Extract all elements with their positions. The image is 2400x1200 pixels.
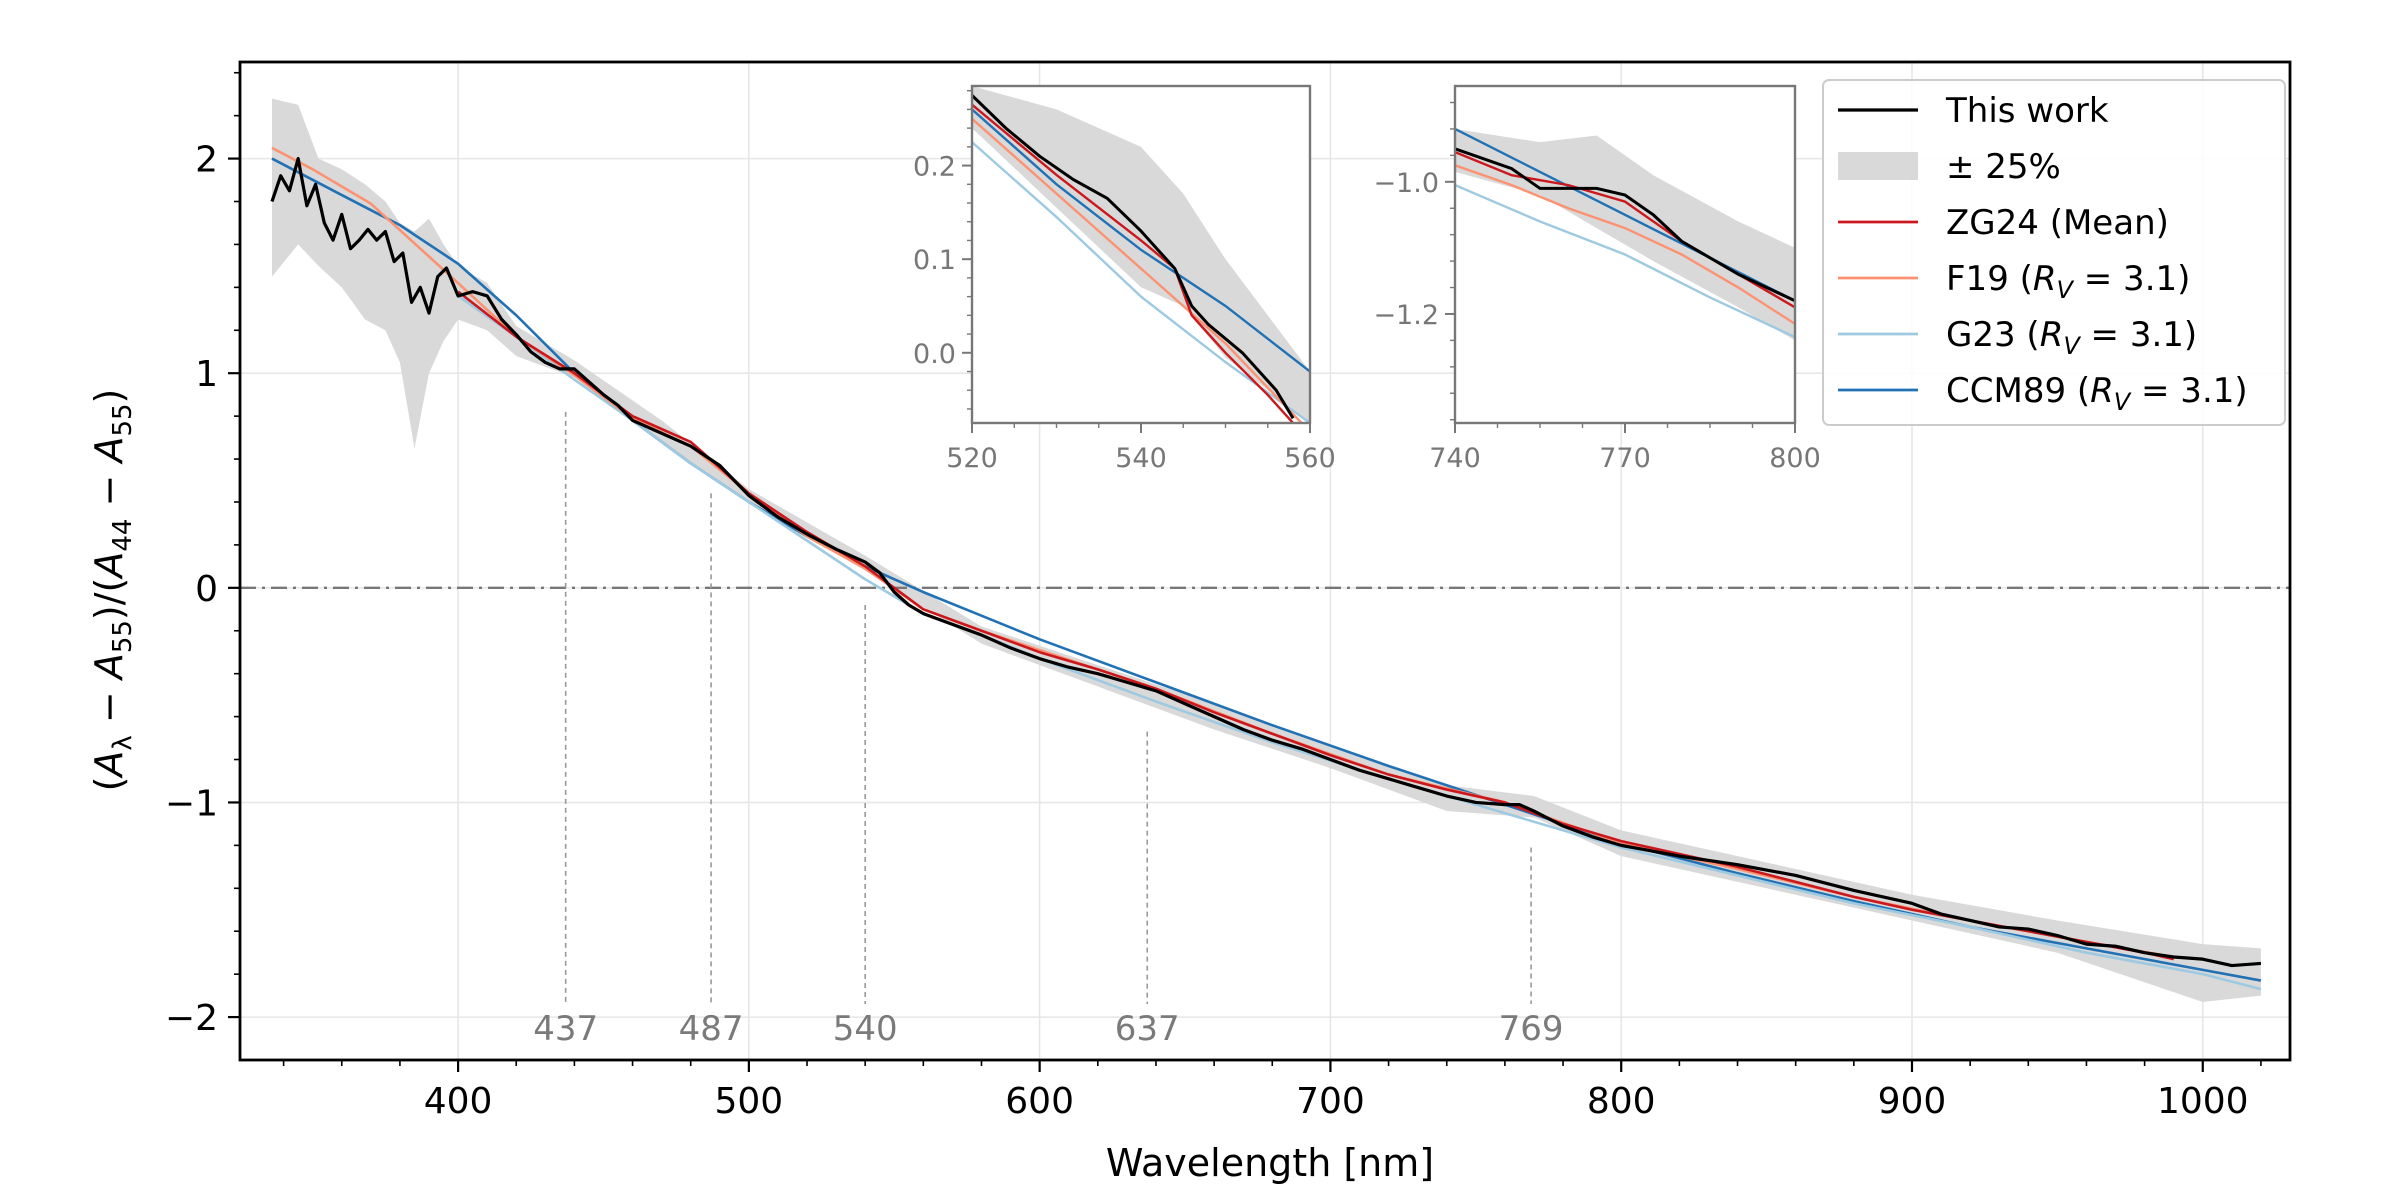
x-tick-label-600: 600 bbox=[1005, 1081, 1074, 1122]
inset-x-tick-label-800: 800 bbox=[1769, 443, 1821, 474]
x-axis-label: Wavelength [nm] bbox=[1106, 1141, 1434, 1185]
legend-label-text: G23 ( bbox=[1946, 315, 2040, 355]
y-tick-label: 1 bbox=[195, 354, 218, 395]
x-tick-label-1000: 1000 bbox=[2157, 1081, 2249, 1122]
inset-x-tick-label-740: 740 bbox=[1429, 443, 1481, 474]
feature-label-487: 487 bbox=[679, 1009, 744, 1049]
inset-series-line-zg24-mean bbox=[972, 103, 1294, 423]
feature-label-769: 769 bbox=[1499, 1009, 1564, 1049]
x-tick-label-700: 700 bbox=[1296, 1081, 1365, 1122]
legend-box bbox=[1822, 79, 2286, 426]
x-tick-label-900: 900 bbox=[1878, 1081, 1947, 1122]
legend-entry-ccm89-rv: CCM89 (RV = 3.1) bbox=[1838, 371, 2248, 416]
inset-y-tick-label: 0.1 bbox=[913, 245, 956, 276]
legend-label-text: F19 ( bbox=[1946, 259, 2033, 299]
legend-label: CCM89 (RV = 3.1) bbox=[1946, 371, 2248, 416]
inset-x-tick-label-770: 770 bbox=[1599, 443, 1651, 474]
series-line-g23 bbox=[457, 294, 2262, 991]
legend-label: F19 (RV = 3.1) bbox=[1946, 259, 2190, 304]
feature-label-637: 637 bbox=[1115, 1009, 1180, 1049]
inset-plot-area bbox=[972, 86, 1310, 423]
legend-swatch-band bbox=[1838, 152, 1918, 180]
inset-y-tick-label: −1.0 bbox=[1373, 168, 1439, 199]
inset-x-tick-label-560: 560 bbox=[1284, 443, 1336, 474]
x-tick-label-400: 400 bbox=[424, 1081, 493, 1122]
series-line-this-work bbox=[270, 156, 2262, 968]
main-plot-frame bbox=[238, 60, 2292, 1062]
inset-y-tick-label: 0.0 bbox=[913, 339, 956, 370]
series-line-ccm89 bbox=[271, 157, 2262, 982]
inset-y-tick-label: −1.2 bbox=[1373, 300, 1439, 331]
inset-series-line-this-work bbox=[1455, 147, 1795, 303]
legend-label: ± 25% bbox=[1946, 147, 2061, 187]
y-tick-label: 0 bbox=[195, 569, 218, 610]
inset-plot-area bbox=[1455, 127, 1795, 341]
feature-label-540: 540 bbox=[833, 1009, 898, 1049]
inset-plot-520-560: 520 540 560 0.0 0.1 0.2 bbox=[913, 84, 1336, 474]
inset-y-tick-label: 0.2 bbox=[913, 152, 956, 183]
legend-label-tail: = 3.1) bbox=[2073, 259, 2190, 299]
legend-label: This work bbox=[1945, 91, 2109, 131]
inset-series-line-f19 bbox=[1455, 164, 1795, 325]
x-tick-label-800: 800 bbox=[1587, 1081, 1656, 1122]
inset-series-line-g23 bbox=[1455, 184, 1795, 339]
legend-entry-this-work: This work bbox=[1838, 91, 2109, 131]
x-tick-label-500: 500 bbox=[715, 1081, 784, 1122]
svg-text:(Aλ − A55)/(A44 − A55): (Aλ − A55)/(A44 − A55) bbox=[87, 389, 138, 792]
legend-label-text: This work bbox=[1945, 91, 2109, 131]
feature-label-437: 437 bbox=[533, 1009, 598, 1049]
inset-series-line-ccm89 bbox=[1455, 127, 1795, 302]
inset-x-tick-label-520: 520 bbox=[946, 443, 998, 474]
inset-series-line-f19 bbox=[972, 117, 1303, 423]
legend-label: G23 (RV = 3.1) bbox=[1946, 315, 2197, 360]
legend-entry-g23-rv: G23 (RV = 3.1) bbox=[1838, 315, 2197, 360]
legend-label: ZG24 (Mean) bbox=[1946, 203, 2169, 243]
legend-label-text: ZG24 (Mean) bbox=[1946, 203, 2169, 243]
legend-label-text: ± 25% bbox=[1946, 147, 2061, 187]
inset-series-line-this-work bbox=[972, 94, 1295, 420]
legend-label-text: CCM89 ( bbox=[1946, 371, 2090, 411]
legend: This work ± 25% ZG24 (Mean) F19 (RV = 3.1) G… bbox=[1822, 79, 2286, 426]
y-tick-label: 2 bbox=[195, 140, 218, 181]
inset-x-tick-label-540: 540 bbox=[1115, 443, 1167, 474]
inset-uncertainty-band bbox=[1455, 128, 1795, 341]
legend-entry-25: ± 25% bbox=[1838, 147, 2061, 187]
y-tick-label: −1 bbox=[165, 783, 218, 824]
legend-entry-f19-rv: F19 (RV = 3.1) bbox=[1838, 259, 2190, 304]
legend-label-tail: = 3.1) bbox=[2130, 371, 2247, 411]
y-tick-label: −2 bbox=[165, 998, 218, 1039]
legend-entry-zg24-mean: ZG24 (Mean) bbox=[1838, 203, 2169, 243]
y-axis-label: (Aλ − A55)/(A44 − A55) bbox=[87, 389, 138, 792]
legend-label-tail: = 3.1) bbox=[2080, 315, 2197, 355]
main-plot-area bbox=[240, 98, 2290, 1003]
inset-plot-740-800: 740 770 800 −1.2 −1.0 bbox=[1373, 84, 1821, 474]
inset-series-line-ccm89 bbox=[972, 108, 1310, 373]
